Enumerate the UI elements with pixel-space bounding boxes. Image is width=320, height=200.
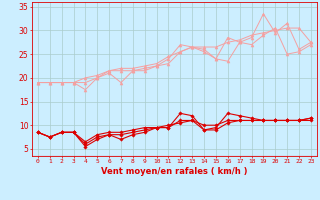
X-axis label: Vent moyen/en rafales ( km/h ): Vent moyen/en rafales ( km/h ) [101, 167, 248, 176]
